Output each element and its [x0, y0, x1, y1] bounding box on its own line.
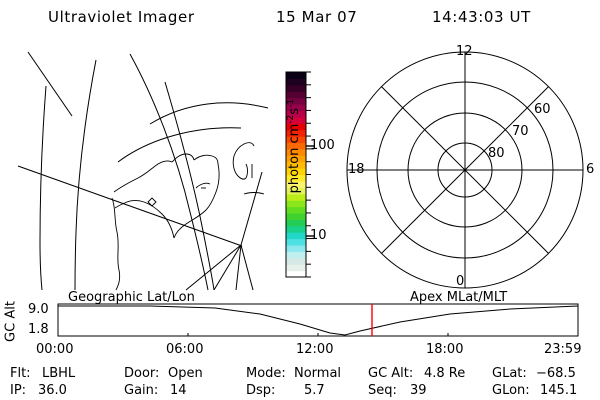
geo-panel-title: Geographic Lat/Lon [68, 290, 195, 305]
colorbar-swatch [286, 142, 306, 150]
status-seq-label: Seq: [368, 383, 397, 398]
colorbar-swatch [286, 232, 306, 240]
polar-dial [332, 42, 600, 290]
colorbar-swatch [286, 193, 306, 201]
mlat-ring-label-60: 60 [534, 102, 551, 117]
colorbar-unit-mid: s [287, 107, 303, 115]
strip-x-tick-3: 18:00 [426, 342, 464, 357]
colorbar-panel: photon cm-2s-1 100 10 [262, 42, 335, 290]
mlat-ring-label-80: 80 [488, 146, 505, 161]
status-flt-value: LBHL [42, 366, 76, 381]
status-gain-value: 14 [170, 383, 187, 398]
colorbar-ticks [306, 71, 315, 278]
mlat-ring-label-70: 70 [512, 124, 529, 139]
status-gcalt-value: 4.8 Re [424, 366, 466, 381]
colorbar-swatch [286, 136, 306, 144]
status-door-value: Open [168, 366, 203, 381]
colorbar-swatch [286, 219, 306, 227]
colorbar-swatch [286, 206, 306, 214]
status-gain-label: Gain: [124, 383, 159, 398]
colorbar-swatch [286, 110, 306, 118]
colorbar-swatch [286, 116, 306, 124]
colorbar-swatch [286, 78, 306, 86]
colorbar-swatch [286, 129, 306, 137]
colorbar-swatch [286, 168, 306, 176]
colorbar-swatches [286, 72, 306, 278]
status-glat-value: −68.5 [536, 366, 576, 381]
status-row-1: Flt: LBHL Door: Open Mode: Normal GC Alt… [0, 366, 600, 383]
colorbar-swatch [286, 187, 306, 195]
colorbar-swatch [286, 72, 306, 80]
colorbar-swatch [286, 161, 306, 169]
observation-time: 14:43:03 UT [432, 8, 531, 26]
colorbar-unit-exp2: -1 [285, 98, 296, 108]
colorbar-swatch [286, 123, 306, 131]
colorbar-scale [262, 71, 315, 278]
colorbar-swatch [286, 264, 306, 272]
altitude-curve [58, 306, 578, 335]
mlt-label-18: 18 [348, 162, 365, 177]
status-glon-label: GLon: [492, 383, 530, 398]
colorbar-swatch [286, 180, 306, 188]
colorbar-swatch [286, 84, 306, 92]
strip-y-tick-bottom: 1.8 [28, 322, 49, 337]
colorbar-swatch [286, 174, 306, 182]
strip-x-tick-1: 06:00 [166, 342, 204, 357]
status-ip-label: IP: [10, 383, 27, 398]
colorbar-swatch [286, 251, 306, 259]
strip-y-tick-top: 9.0 [28, 302, 49, 317]
mlt-label-0: 0 [456, 274, 465, 289]
strip-plot-canvas [0, 302, 600, 352]
observation-date: 15 Mar 07 [276, 8, 358, 26]
status-bar: Flt: LBHL Door: Open Mode: Normal GC Alt… [0, 366, 600, 400]
orbit-altitude-strip-plot[interactable]: Geographic Lat/Lon Apex MLat/MLT GC Alt … [0, 290, 600, 362]
colorbar-swatch [286, 238, 306, 246]
strip-x-tick-4: 23:59 [544, 342, 582, 357]
colorbar-axis-title: photon cm-2s-1 [286, 66, 302, 226]
colorbar-swatch [286, 104, 306, 112]
page-title: Ultraviolet Imager [48, 8, 195, 26]
status-flt-label: Flt: [10, 366, 31, 381]
status-dsp-value: 5.7 [304, 383, 325, 398]
status-ip-value: 36.0 [38, 383, 67, 398]
colorbar-tick-10: 10 [310, 228, 327, 243]
colorbar-swatch [286, 200, 306, 208]
geographic-image-panel[interactable] [0, 42, 268, 290]
colorbar-swatch [286, 91, 306, 99]
mlt-label-12: 12 [456, 44, 473, 59]
status-mode-value: Normal [294, 366, 342, 381]
status-mode-label: Mode: [246, 366, 286, 381]
colorbar-tick-100: 100 [310, 138, 335, 153]
mlt-label-6: 6 [586, 162, 595, 177]
polar-panel-title: Apex MLat/MLT [410, 290, 508, 305]
status-seq-value: 39 [410, 383, 427, 398]
colorbar-swatch [286, 270, 306, 278]
header-bar: Ultraviolet Imager 15 Mar 07 14:43:03 UT [0, 8, 600, 34]
status-glat-label: GLat: [492, 366, 527, 381]
colorbar-swatch [286, 148, 306, 156]
strip-x-tick-0: 00:00 [36, 342, 74, 357]
status-door-label: Door: [124, 366, 160, 381]
colorbar-swatch [286, 97, 306, 105]
colorbar-swatch [286, 155, 306, 163]
geographic-projection [0, 42, 268, 290]
status-gcalt-label: GC Alt: [368, 366, 414, 381]
status-glon-value: 145.1 [540, 383, 578, 398]
colorbar-unit-exp1: -2 [285, 114, 296, 124]
strip-x-tick-2: 12:00 [296, 342, 334, 357]
polar-mlat-mlt-panel[interactable]: 12 6 0 18 60 70 80 [332, 42, 600, 290]
status-dsp-label: Dsp: [246, 383, 276, 398]
colorbar-swatch [286, 212, 306, 220]
colorbar-unit-main: photon cm [287, 123, 303, 194]
colorbar-swatch [286, 225, 306, 233]
colorbar-swatch [286, 244, 306, 252]
colorbar-swatch [286, 257, 306, 265]
status-row-2: IP: 36.0 Gain: 14 Dsp: 5.7 Seq: 39 GLon:… [0, 383, 600, 400]
